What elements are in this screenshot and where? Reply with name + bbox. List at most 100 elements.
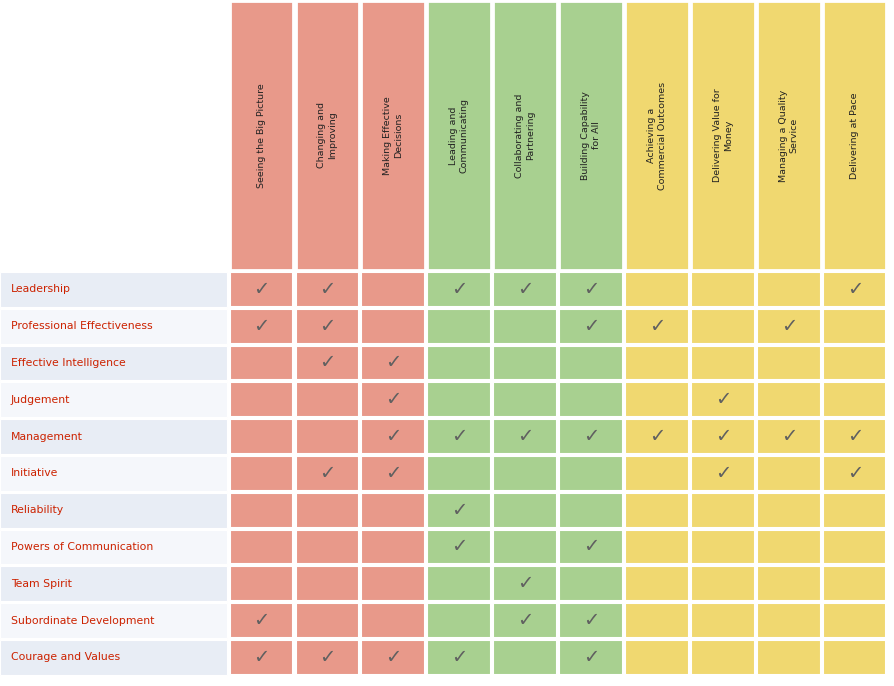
Text: Seeing the Big Picture: Seeing the Big Picture [257, 83, 266, 188]
Text: Managing a Quality
Service: Managing a Quality Service [779, 89, 797, 182]
Bar [559, 530, 622, 565]
Bar [493, 309, 556, 344]
Bar [295, 309, 358, 344]
Bar [625, 309, 687, 344]
Text: ✓: ✓ [253, 317, 269, 335]
Text: Making Effective
Decisions: Making Effective Decisions [383, 96, 402, 175]
Text: ✓: ✓ [384, 390, 401, 410]
Text: ✓: ✓ [384, 353, 401, 372]
Bar [822, 1, 885, 270]
Bar [229, 456, 292, 490]
Text: Powers of Communication: Powers of Communication [11, 542, 153, 552]
Bar [229, 493, 292, 528]
Bar [625, 567, 687, 601]
Bar [361, 567, 425, 601]
Bar [559, 309, 622, 344]
Bar [559, 493, 622, 528]
Bar [690, 346, 754, 380]
Bar [559, 382, 622, 417]
Bar [625, 640, 687, 675]
Bar [822, 346, 885, 380]
Bar [822, 493, 885, 528]
Bar [756, 419, 820, 454]
Bar [559, 419, 622, 454]
Bar [625, 530, 687, 565]
Text: ✓: ✓ [517, 427, 533, 446]
Text: ✓: ✓ [318, 353, 335, 372]
Bar [822, 603, 885, 638]
Bar [690, 530, 754, 565]
Bar [756, 640, 820, 675]
Bar [559, 567, 622, 601]
Bar [295, 530, 358, 565]
Bar [427, 603, 490, 638]
Text: Collaborating and
Partnering: Collaborating and Partnering [515, 93, 534, 178]
Bar [295, 603, 358, 638]
Bar [756, 530, 820, 565]
Text: Subordinate Development: Subordinate Development [11, 615, 154, 626]
Text: ✓: ✓ [517, 611, 533, 630]
Text: ✓: ✓ [318, 648, 335, 667]
Text: ✓: ✓ [582, 317, 598, 335]
Text: ✓: ✓ [451, 427, 467, 446]
Bar [229, 346, 292, 380]
Bar [295, 493, 358, 528]
Text: Changing and
Improving: Changing and Improving [317, 102, 336, 169]
Bar [756, 567, 820, 601]
Text: ✓: ✓ [318, 280, 335, 299]
Bar [229, 1, 292, 270]
Text: ✓: ✓ [846, 464, 862, 483]
Bar [822, 456, 885, 490]
Bar [625, 272, 687, 307]
Bar [295, 419, 358, 454]
Text: ✓: ✓ [714, 427, 730, 446]
Text: Judgement: Judgement [11, 394, 70, 405]
Bar [229, 530, 292, 565]
Text: Effective Intelligence: Effective Intelligence [11, 358, 125, 368]
Bar [822, 272, 885, 307]
Text: Leading and
Communicating: Leading and Communicating [449, 98, 468, 173]
Bar [493, 640, 556, 675]
Bar [229, 419, 292, 454]
Bar [756, 603, 820, 638]
Bar [625, 456, 687, 490]
Bar [690, 456, 754, 490]
Bar [0, 493, 227, 528]
Text: Delivering Value for
Money: Delivering Value for Money [713, 88, 732, 182]
Bar [229, 567, 292, 601]
Text: ✓: ✓ [318, 464, 335, 483]
Text: ✓: ✓ [648, 427, 664, 446]
Bar [427, 346, 490, 380]
Bar [0, 567, 227, 601]
Bar [559, 272, 622, 307]
Bar [427, 309, 490, 344]
Bar [756, 346, 820, 380]
Text: ✓: ✓ [384, 464, 401, 483]
Bar [295, 1, 358, 270]
Text: Reliability: Reliability [11, 505, 63, 515]
Bar [295, 382, 358, 417]
Bar [229, 309, 292, 344]
Bar [361, 346, 425, 380]
Bar [361, 382, 425, 417]
Text: ✓: ✓ [648, 317, 664, 335]
Bar [559, 456, 622, 490]
Bar [361, 419, 425, 454]
Bar [756, 456, 820, 490]
Bar [493, 346, 556, 380]
Bar [625, 382, 687, 417]
Text: ✓: ✓ [582, 537, 598, 556]
Bar [427, 493, 490, 528]
Bar [0, 382, 227, 417]
Text: Management: Management [11, 431, 82, 442]
Text: Building Capability
for All: Building Capability for All [581, 91, 600, 180]
Text: ✓: ✓ [582, 280, 598, 299]
Text: ✓: ✓ [384, 648, 401, 667]
Bar [295, 567, 358, 601]
Text: ✓: ✓ [451, 537, 467, 556]
Bar [427, 530, 490, 565]
Text: ✓: ✓ [451, 648, 467, 667]
Text: ✓: ✓ [517, 574, 533, 593]
Bar [559, 603, 622, 638]
Bar [0, 456, 227, 490]
